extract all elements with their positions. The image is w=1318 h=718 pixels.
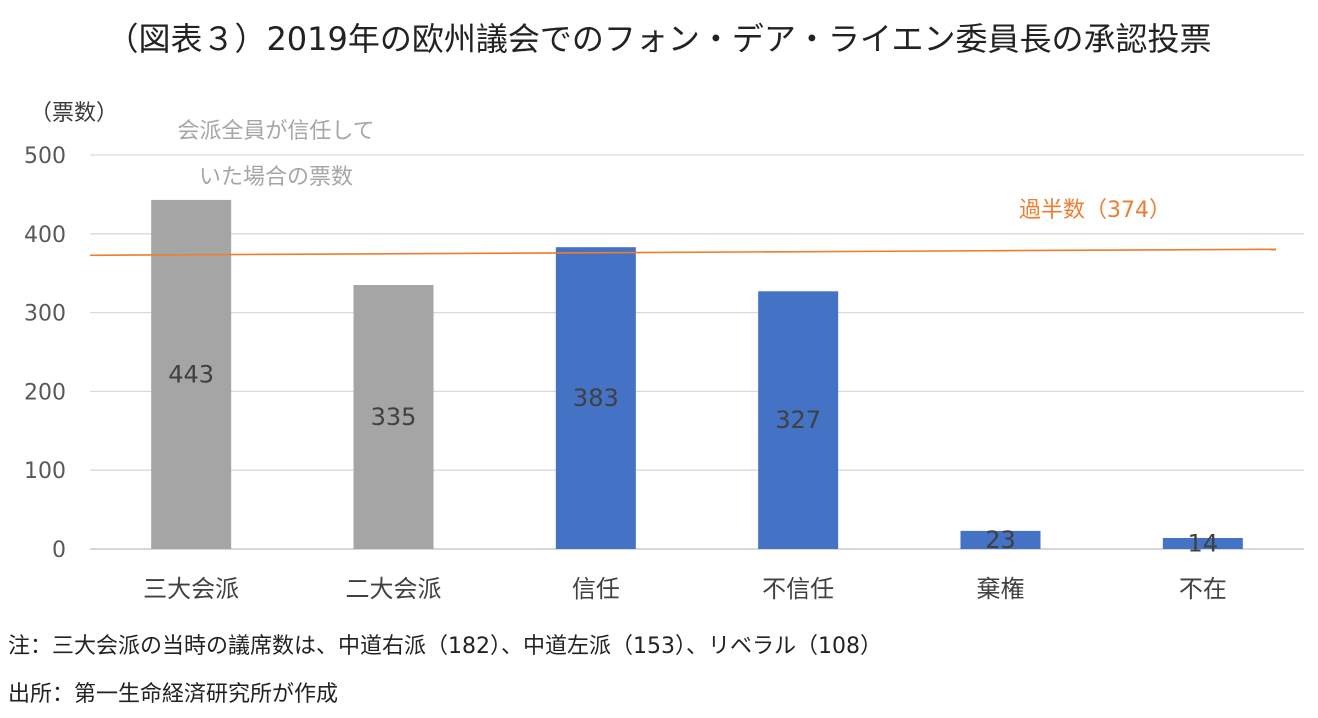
annotation-line-2: いた場合の票数 (199, 165, 353, 190)
x-tick-label: 三大会派 (143, 575, 239, 603)
bar-2 (353, 285, 434, 549)
y-unit-label: （票数） (30, 101, 118, 126)
bar-chart: （票数） 会派全員が信任して いた場合の票数 過半数（374） 0 100 200 3… (24, 101, 1304, 603)
y-tick-label: 100 (24, 459, 66, 484)
bar-6 (1162, 537, 1243, 549)
x-tick-label: 二大会派 (346, 575, 442, 603)
bar-3 (555, 247, 636, 550)
majority-label: 過半数（374） (1019, 198, 1171, 223)
bar-5 (960, 530, 1041, 549)
bar-4 (758, 291, 839, 549)
x-tick-label: 不信任 (762, 575, 834, 603)
data-label: 14 (1188, 529, 1219, 557)
data-label: 23 (985, 526, 1016, 554)
y-tick-label: 300 (24, 302, 66, 327)
chart-title: （図表３）2019年の欧州議会でのフォン・デア・ライエン委員長の承認投票 (106, 20, 1212, 58)
data-label: 327 (775, 406, 821, 434)
source-note: 出所：第一生命経済研究所が作成 (8, 682, 339, 707)
bar-1 (151, 199, 232, 549)
chart-area: （票数） 会派全員が信任して いた場合の票数 過半数（374） 0 100 200 3… (0, 86, 1318, 616)
footnote: 注：三大会派の当時の議席数は、中道右派（182）、中道左派（153）、リベラル（… (8, 634, 882, 659)
x-tick-label: 信任 (572, 575, 620, 603)
y-tick-label: 0 (52, 538, 66, 563)
majority-line (89, 248, 1277, 257)
annotation-line-1: 会派全員が信任して (177, 119, 374, 144)
data-label: 383 (573, 384, 619, 412)
y-tick-label: 400 (24, 223, 66, 248)
y-tick-label: 200 (24, 380, 66, 405)
y-tick-label: 500 (24, 144, 66, 169)
data-label: 443 (168, 360, 214, 388)
x-tick-label: 不在 (1179, 575, 1227, 603)
x-tick-label: 棄権 (977, 575, 1025, 603)
data-label: 335 (371, 403, 417, 431)
